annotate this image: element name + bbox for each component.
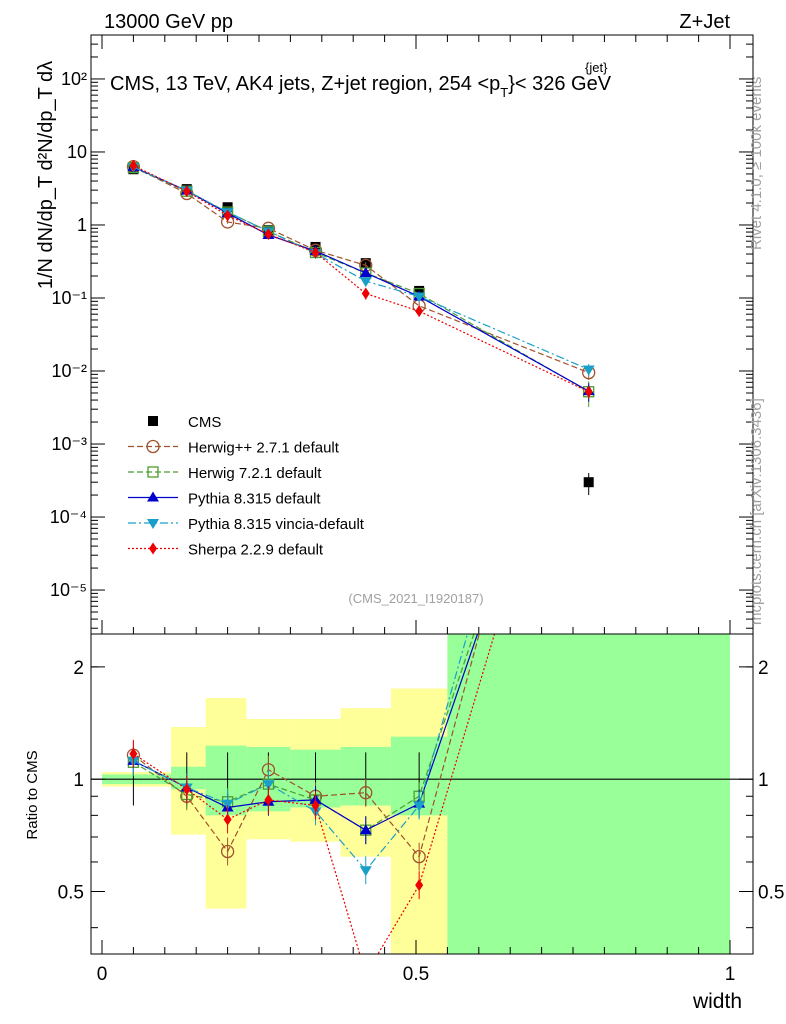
ratio-point [264, 793, 273, 806]
series-line [133, 165, 589, 393]
ratio-point [412, 850, 426, 864]
ratio-line [133, 634, 475, 831]
ylabel-main: 1/N dN/dp_T d²N/dp_T dλ [35, 61, 57, 289]
ratio-point [262, 780, 275, 791]
ratio-ticks: 2 2 1 1 0.5 0.5 0 0.5 1 [58, 658, 785, 985]
x-tick-label: 0 [97, 964, 108, 985]
legend-marker [147, 519, 159, 529]
ratio-point [362, 968, 370, 980]
y-tick-label: 10⁻¹ [51, 288, 87, 308]
ratio-line [133, 634, 480, 858]
legend-label: Pythia 8.315 default [188, 491, 321, 508]
main-frame [90, 34, 754, 635]
data-point [359, 277, 372, 288]
data-point [582, 365, 595, 376]
ratio-series-4 [129, 634, 496, 980]
ratio-tick-label-right: 2 [758, 658, 769, 679]
data-point [583, 477, 594, 488]
plot-title: CMS, 13 TeV, AK4 jets, Z+jet region, 254… [110, 60, 612, 100]
x-tick-label: 1 [725, 964, 736, 985]
legend-label: Sherpa 2.2.9 default [188, 542, 324, 559]
ratio-tick-label-left: 0.5 [58, 883, 84, 904]
data-point [413, 292, 426, 303]
ratio-point [311, 799, 320, 812]
process-label: Z+Jet [679, 11, 730, 33]
legend-label: Pythia 8.315 vincia-default [188, 516, 365, 533]
ratio-tick-label-right: 1 [758, 770, 769, 791]
ratio-tick-label-right: 0.5 [758, 883, 784, 904]
legend-label: Herwig 7.2.1 default [188, 465, 322, 482]
y-tick-label: 10⁻² [51, 361, 87, 381]
plot-title-sup: {jet} [585, 60, 608, 75]
inner-band [447, 634, 730, 954]
series-5 [129, 159, 593, 399]
y-tick-label: 1 [77, 215, 87, 235]
y-tick-label: 10⁻⁵ [50, 580, 87, 600]
series-line [133, 166, 589, 371]
data-point [361, 287, 370, 300]
ratio-point [359, 866, 372, 877]
y-tick-label: 10⁻³ [51, 434, 87, 454]
xlabel: width [692, 990, 742, 1013]
ratio-point [413, 801, 426, 812]
ratio-frame [90, 633, 754, 955]
plot-title-sub: T [500, 85, 508, 100]
legend-marker [148, 416, 158, 426]
data-point [129, 159, 138, 172]
plot-title-text: CMS, 13 TeV, AK4 jets, Z+jet region, 254… [110, 73, 500, 95]
y-tick-label: 10² [61, 69, 87, 89]
main-panel: 10² 10 1 10⁻¹ 10⁻² 10⁻³ 10⁻⁴ 10⁻⁵ [50, 34, 754, 635]
y-tick-label: 10⁻⁴ [50, 507, 87, 527]
legend-label: Herwig++ 2.7.1 default [188, 440, 340, 457]
ratio-point [182, 783, 191, 796]
legend-marker [149, 542, 157, 555]
ratio-tick-label-left: 1 [73, 770, 84, 791]
ratio-tick-label-left: 2 [73, 658, 84, 679]
ratio-line [133, 634, 469, 872]
ratio-point [129, 747, 138, 760]
y-tick-label: 10 [67, 142, 87, 162]
ratio-point [359, 786, 373, 800]
outer-band [390, 688, 448, 954]
ratio-series [126, 634, 496, 980]
svg-text:CMS, 13 TeV, AK4 jets, Z+jet r: CMS, 13 TeV, AK4 jets, Z+jet region, 254… [110, 73, 612, 100]
plot-title-end: }< 326 GeV [508, 73, 612, 95]
main-ticks: 10² 10 1 10⁻¹ 10⁻² 10⁻³ 10⁻⁴ 10⁻⁵ [50, 34, 753, 634]
ratio-point [220, 844, 235, 859]
ratio-point [221, 799, 234, 810]
data-point [182, 185, 191, 198]
x-tick-label: 0.5 [403, 964, 429, 985]
data-point [359, 266, 372, 277]
legend-marker [147, 491, 159, 502]
series-line [133, 166, 589, 374]
ylabel-main-text: 1/N dN/dp_T d²N/dp_T dλ [35, 61, 57, 289]
ratio-point [359, 824, 372, 835]
legend-marker [147, 466, 159, 478]
legend-label: CMS [188, 414, 221, 431]
main-series [126, 159, 596, 496]
data-point [264, 228, 273, 241]
ratio-point [223, 813, 232, 826]
data-point [415, 305, 424, 318]
data-point [584, 385, 593, 398]
energy-label: 13000 GeV pp [104, 11, 233, 33]
legend-marker [146, 439, 160, 454]
data-point [311, 246, 320, 259]
mcplots-label: mcplots.cern.ch [arXiv:1306.3436] [748, 398, 765, 625]
analysis-id: (CMS_2021_I1920187) [348, 591, 483, 606]
ratio-panel: 2 2 1 1 0.5 0.5 0 0.5 1 [58, 633, 785, 985]
legend: CMS Herwig++ 2.7.1 default Herwig 7.2.1 de… [128, 414, 365, 559]
ratio-point [415, 879, 424, 892]
rivet-label: Rivet 4.1.0, ≥ 100k events [748, 77, 765, 250]
ylabel-ratio: Ratio to CMS [24, 750, 41, 839]
ratio-line [133, 634, 496, 954]
data-point [223, 209, 232, 222]
